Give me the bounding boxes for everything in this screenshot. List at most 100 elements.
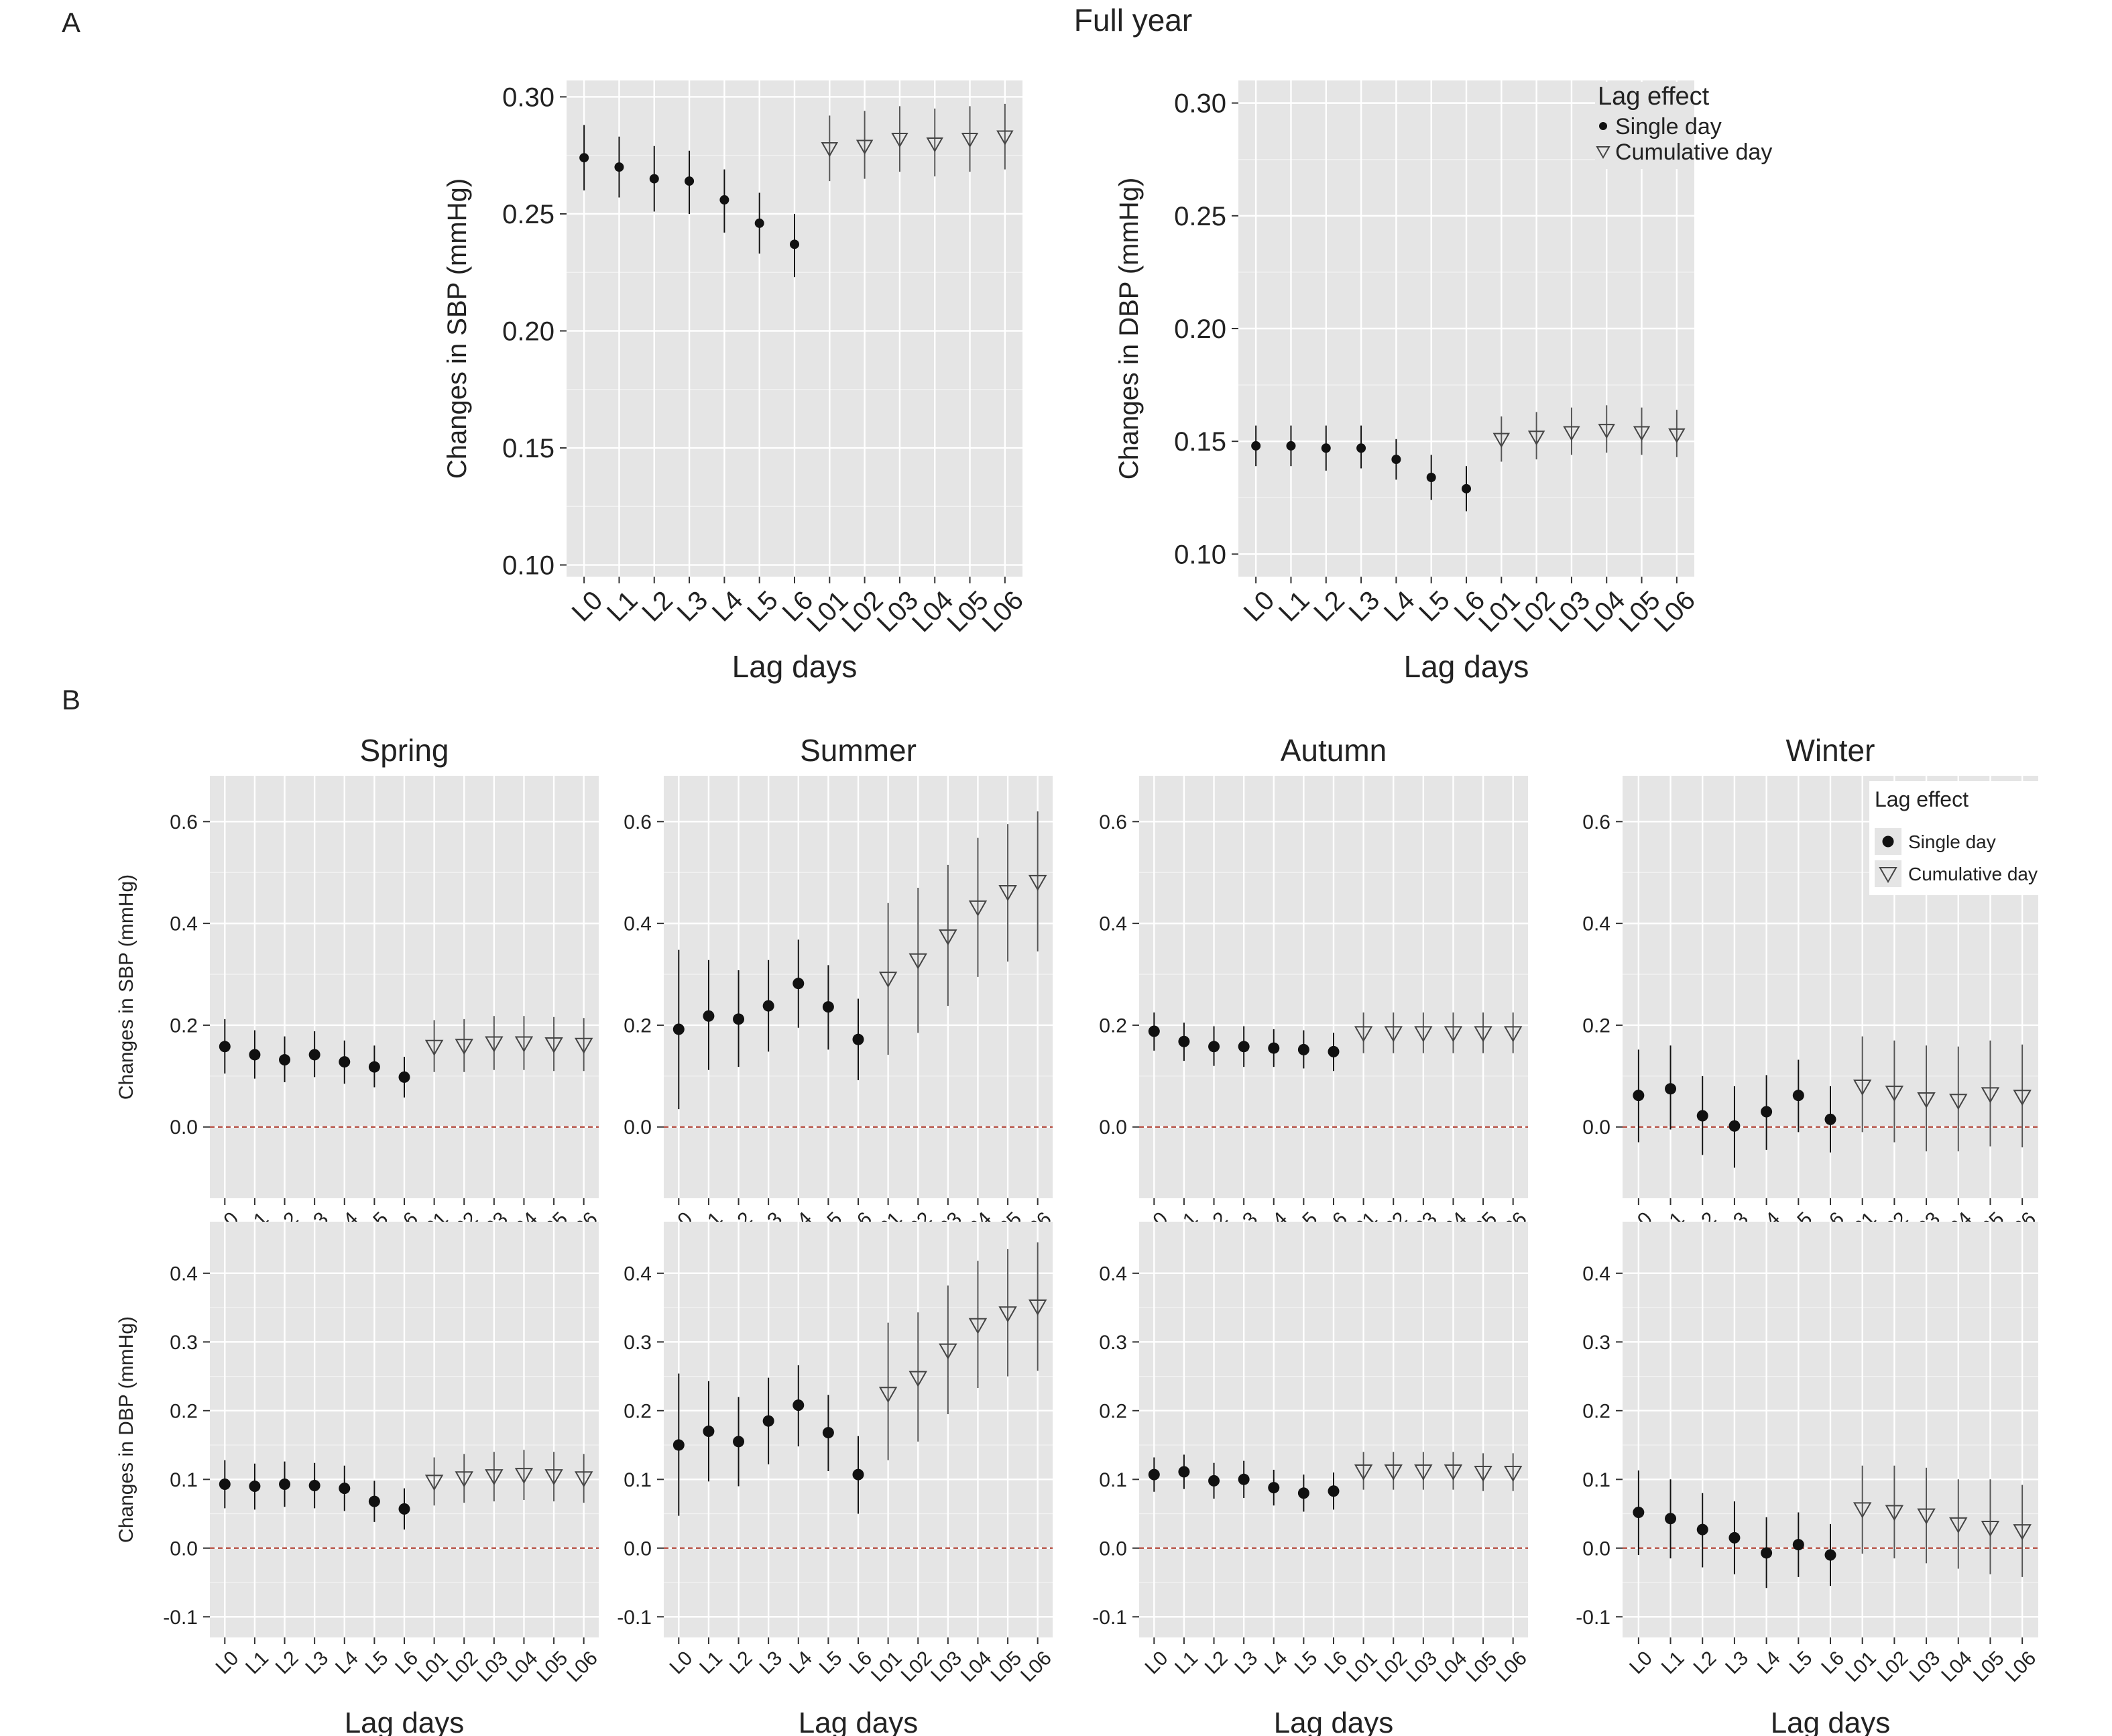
y-tick-label: 0.4 xyxy=(1099,1263,1127,1285)
point-single-day xyxy=(1268,1482,1280,1494)
point-cumulative-day xyxy=(1474,1026,1492,1043)
y-tick-label: 0.0 xyxy=(1582,1538,1610,1560)
point-cumulative-day xyxy=(1414,1464,1433,1481)
point-single-day xyxy=(1792,1090,1804,1102)
point-single-day xyxy=(308,1480,320,1492)
point-single-day xyxy=(1297,1043,1309,1055)
point-single-day xyxy=(793,978,805,990)
point-single-day xyxy=(1356,443,1366,453)
x-axis-label: Lag days xyxy=(1771,1706,1891,1736)
point-single-day xyxy=(822,1427,834,1439)
legend-triangle-icon xyxy=(1596,146,1610,160)
point-single-day xyxy=(1665,1083,1677,1095)
point-single-day xyxy=(1178,1035,1190,1047)
legend: Lag effect Single day Cumulative day xyxy=(1869,781,2038,895)
panel-title: Winter xyxy=(1786,733,1875,768)
point-single-day xyxy=(672,1439,685,1451)
point-cumulative-day xyxy=(1563,426,1580,441)
legend-item-label: Cumulative day xyxy=(1615,139,1772,165)
x-tick-label: L4 xyxy=(1260,1647,1292,1678)
point-single-day xyxy=(219,1041,231,1053)
point-cumulative-day xyxy=(1384,1026,1403,1043)
x-tick-label: L4 xyxy=(785,1647,817,1678)
chart-b-spring-dbp: -0.10.00.10.20.30.4L0L1L2L3L4L5L6L01L02L… xyxy=(115,1222,602,1736)
x-tick-label: L0 xyxy=(666,1647,697,1678)
point-single-day xyxy=(1286,441,1296,451)
y-tick-label: 0.0 xyxy=(624,1538,652,1560)
point-cumulative-day xyxy=(1633,426,1651,441)
point-cumulative-day xyxy=(455,1039,473,1055)
point-single-day xyxy=(719,195,729,205)
y-tick-label: 0.1 xyxy=(1582,1469,1610,1491)
point-single-day xyxy=(1792,1539,1804,1551)
point-cumulative-day xyxy=(514,1036,534,1053)
point-single-day xyxy=(1426,473,1436,482)
point-cumulative-day xyxy=(1917,1092,1936,1109)
x-tick-label: L1 xyxy=(1657,1647,1689,1678)
point-single-day xyxy=(1208,1041,1220,1053)
legend-item-label: Cumulative day xyxy=(1908,864,2038,884)
legend-dot-icon xyxy=(1882,835,1894,848)
y-tick-label: 0.4 xyxy=(1582,1263,1610,1285)
y-tick-label: 0.3 xyxy=(1582,1332,1610,1354)
point-cumulative-day xyxy=(939,1343,957,1360)
y-tick-label: 0.15 xyxy=(502,434,554,463)
x-tick-label: L0 xyxy=(1625,1647,1657,1678)
point-single-day xyxy=(1728,1120,1741,1132)
y-tick-label: -0.1 xyxy=(1576,1607,1610,1629)
chart-b-summer-dbp: -0.10.00.10.20.30.4L0L1L2L3L4L5L6L01L02L… xyxy=(617,1222,1056,1736)
point-single-day xyxy=(822,1001,834,1013)
x-tick-label: L2 xyxy=(1201,1647,1232,1678)
point-single-day xyxy=(703,1010,715,1022)
point-single-day xyxy=(1824,1549,1836,1561)
y-tick-label: 0.10 xyxy=(502,551,554,581)
point-cumulative-day xyxy=(878,1387,898,1403)
point-single-day xyxy=(279,1478,291,1490)
point-cumulative-day xyxy=(1981,1087,2000,1104)
point-single-day xyxy=(672,1023,685,1035)
point-single-day xyxy=(852,1033,864,1045)
y-tick-label: 0.4 xyxy=(624,1263,652,1285)
point-cumulative-day xyxy=(544,1469,563,1486)
y-tick-label: 0.20 xyxy=(502,316,554,346)
point-single-day xyxy=(1633,1090,1645,1102)
y-tick-label: 0.4 xyxy=(170,1263,198,1285)
point-single-day xyxy=(1391,455,1401,465)
y-tick-label: 0.1 xyxy=(1099,1469,1127,1491)
point-cumulative-day xyxy=(908,1371,927,1387)
point-single-day xyxy=(1251,441,1261,451)
point-single-day xyxy=(398,1503,410,1515)
y-tick-label: 0.2 xyxy=(170,1400,198,1422)
x-tick-label: L3 xyxy=(301,1647,333,1678)
y-tick-label: 0.0 xyxy=(170,1116,198,1139)
point-single-day xyxy=(1696,1110,1708,1122)
point-cumulative-day xyxy=(1853,1502,1872,1519)
point-cumulative-day xyxy=(514,1468,534,1485)
x-tick-label: L4 xyxy=(1753,1647,1785,1678)
point-cumulative-day xyxy=(939,929,957,946)
point-cumulative-day xyxy=(1949,1517,1968,1534)
point-cumulative-day xyxy=(998,885,1017,902)
x-tick-label: L06 xyxy=(2001,1647,2041,1686)
panel-b-label: B xyxy=(62,684,80,715)
x-axis-label: Lag days xyxy=(732,649,858,684)
y-tick-label: 0.6 xyxy=(1099,811,1127,833)
point-single-day xyxy=(733,1013,745,1025)
point-single-day xyxy=(852,1468,864,1481)
x-tick-label: L0 xyxy=(1141,1647,1173,1678)
x-tick-label: L04 xyxy=(1937,1647,1977,1686)
y-tick-label: 0.4 xyxy=(624,913,652,935)
chart-a-sbp: 0.100.150.200.250.30L0L1L2L3L4L5L6L01L02… xyxy=(443,80,1029,684)
y-tick-label: 0.1 xyxy=(624,1469,652,1491)
legend-item-label: Single day xyxy=(1908,831,1996,852)
point-single-day xyxy=(1728,1531,1741,1544)
y-tick-label: 0.15 xyxy=(1174,427,1226,457)
x-tick-label: L03 xyxy=(1905,1647,1944,1686)
y-tick-label: 0.2 xyxy=(624,1015,652,1037)
y-tick-label: 0.3 xyxy=(624,1332,652,1354)
chart-b-summer-sbp: 0.00.20.40.6L0L1L2L3L4L5L6L01L02L03L04L0… xyxy=(624,733,1056,1247)
point-single-day xyxy=(1238,1041,1250,1053)
x-tick-label: L1 xyxy=(695,1647,727,1678)
x-tick-label: L5 xyxy=(1291,1647,1322,1678)
